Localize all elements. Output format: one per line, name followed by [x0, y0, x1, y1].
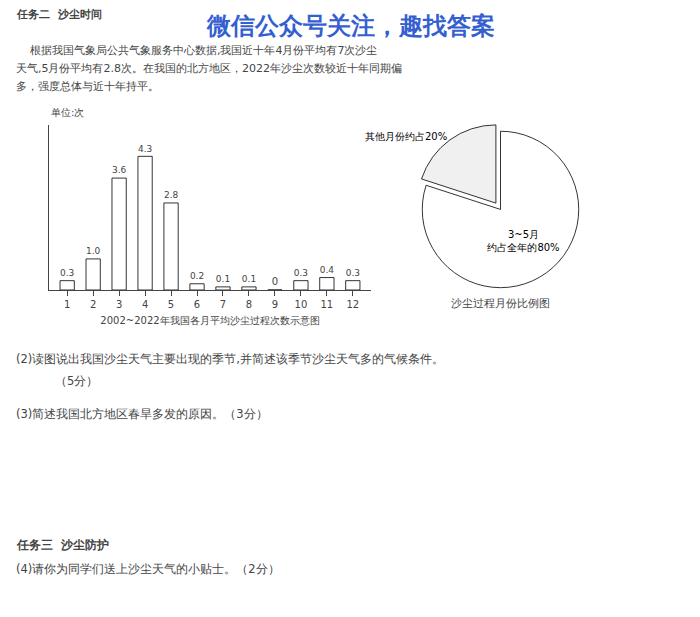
svg-text:0.2: 0.2: [190, 271, 204, 281]
svg-text:12: 12: [346, 299, 359, 310]
svg-text:（5分）: （5分）: [44, 374, 98, 388]
svg-text:11: 11: [320, 299, 333, 310]
svg-text:2: 2: [90, 299, 96, 310]
svg-text:1.0: 1.0: [86, 246, 101, 256]
svg-text:多，强度总体与近十年持平。: 多，强度总体与近十年持平。: [16, 80, 159, 93]
svg-text:10: 10: [295, 299, 308, 310]
svg-text:微信公众号关注，趣找答案: 微信公众号关注，趣找答案: [206, 12, 495, 40]
svg-text:(3)简述我国北方地区春旱多发的原因。（3分）: (3)简述我国北方地区春旱多发的原因。（3分）: [16, 407, 268, 421]
svg-text:0.3: 0.3: [294, 268, 308, 278]
svg-text:8: 8: [246, 299, 252, 310]
svg-text:9: 9: [272, 299, 278, 310]
svg-text:0.1: 0.1: [216, 274, 230, 284]
svg-text:2.8: 2.8: [164, 190, 179, 200]
svg-text:天气,5月份平均有2.8次。在我国的北方地区，2022年沙尘: 天气,5月份平均有2.8次。在我国的北方地区，2022年沙尘次数较近十年同期偏: [16, 62, 402, 75]
svg-text:3~5月约占全年的80%: 3~5月约占全年的80%: [487, 229, 559, 253]
svg-text:(2)读图说出我国沙尘天气主要出现的季节,并简述该季节沙尘天: (2)读图说出我国沙尘天气主要出现的季节,并简述该季节沙尘天气多的气候条件。: [16, 352, 444, 366]
svg-text:(4)请你为同学们送上沙尘天气的小贴士。（2分）: (4)请你为同学们送上沙尘天气的小贴士。（2分）: [16, 562, 280, 576]
svg-text:6: 6: [194, 299, 200, 310]
svg-text:单位:次: 单位:次: [51, 107, 84, 118]
svg-text:4.3: 4.3: [138, 144, 152, 154]
svg-text:7: 7: [220, 299, 226, 310]
svg-text:0.4: 0.4: [320, 265, 335, 275]
svg-text:0.3: 0.3: [346, 268, 360, 278]
svg-text:3: 3: [116, 299, 122, 310]
svg-text:沙尘过程月份比例图: 沙尘过程月份比例图: [451, 297, 550, 310]
svg-text:0.1: 0.1: [242, 274, 256, 284]
svg-text:任务二 沙尘时间: 任务二 沙尘时间: [16, 8, 102, 21]
svg-text:根据我国气象局公共气象服务中心数据,我国近十年4月份平均有7: 根据我国气象局公共气象服务中心数据,我国近十年4月份平均有7次沙尘: [16, 44, 377, 57]
svg-text:0.3: 0.3: [60, 268, 74, 278]
svg-text:任务三 沙尘防护: 任务三 沙尘防护: [16, 538, 109, 552]
svg-text:2002~2022年我国各月平均沙尘过程次数示意图: 2002~2022年我国各月平均沙尘过程次数示意图: [100, 315, 319, 326]
svg-text:0: 0: [272, 276, 278, 287]
svg-text:其他月份约占20%: 其他月份约占20%: [365, 131, 447, 142]
svg-text:5: 5: [168, 299, 174, 310]
svg-text:4: 4: [142, 299, 148, 310]
svg-text:1: 1: [64, 299, 70, 310]
svg-text:3.6: 3.6: [112, 165, 127, 175]
